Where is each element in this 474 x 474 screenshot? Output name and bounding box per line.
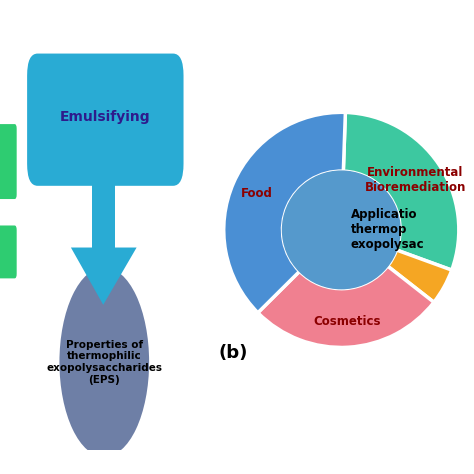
Wedge shape — [224, 112, 346, 313]
Wedge shape — [258, 266, 434, 347]
Wedge shape — [343, 112, 459, 270]
Circle shape — [59, 267, 149, 457]
Circle shape — [283, 171, 400, 289]
Text: (b): (b) — [219, 344, 248, 362]
Text: Applicatio
thermop
exopolysac: Applicatio thermop exopolysac — [351, 209, 424, 251]
Wedge shape — [388, 250, 452, 302]
Bar — [92, 164, 115, 252]
Text: Food: Food — [241, 187, 273, 200]
Text: Cosmetics: Cosmetics — [313, 315, 381, 328]
Text: Properties of
thermophilic
exopolysaccharides
(EPS): Properties of thermophilic exopolysaccha… — [46, 340, 162, 384]
FancyBboxPatch shape — [0, 124, 17, 199]
FancyBboxPatch shape — [27, 54, 183, 186]
Text: Environmental
Bioremediation: Environmental Bioremediation — [365, 166, 466, 194]
Polygon shape — [71, 247, 137, 305]
FancyBboxPatch shape — [0, 226, 17, 278]
Text: Emulsifying: Emulsifying — [60, 110, 151, 125]
